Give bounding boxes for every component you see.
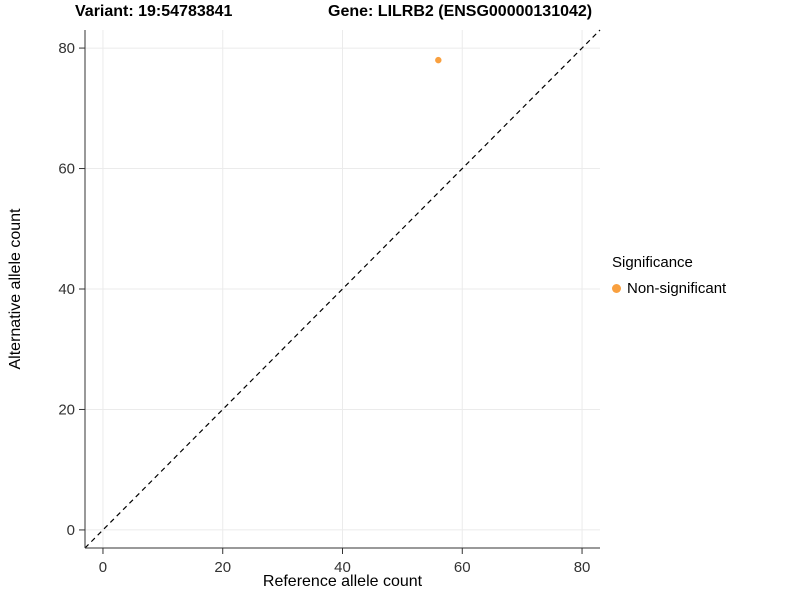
variant-title: Variant: 19:54783841 — [75, 3, 233, 20]
legend-dot-icon — [612, 284, 621, 293]
legend-item-label: Non-significant — [627, 280, 727, 297]
x-tick-label: 80 — [574, 559, 591, 576]
y-axis-title: Alternative allele count — [7, 208, 24, 370]
data-point — [435, 56, 442, 64]
legend: Significance Non-significant — [612, 254, 726, 297]
y-tick-label: 0 — [67, 522, 75, 539]
x-tick-label: 0 — [99, 559, 107, 576]
legend-title: Significance — [612, 254, 693, 271]
y-tick-label: 40 — [58, 281, 75, 298]
gene-title: Gene: LILRB2 (ENSG00000131042) — [328, 3, 593, 20]
legend-item: Non-significant — [612, 280, 726, 297]
x-tick-label: 40 — [334, 559, 351, 576]
x-tick-label: 60 — [454, 559, 471, 576]
y-tick-label: 60 — [58, 161, 75, 178]
y-tick-label: 80 — [58, 40, 75, 57]
x-tick-label: 20 — [214, 559, 231, 576]
identity-line — [84, 29, 601, 549]
x-axis-title: Reference allele count — [263, 573, 423, 590]
y-tick-label: 20 — [58, 401, 75, 418]
